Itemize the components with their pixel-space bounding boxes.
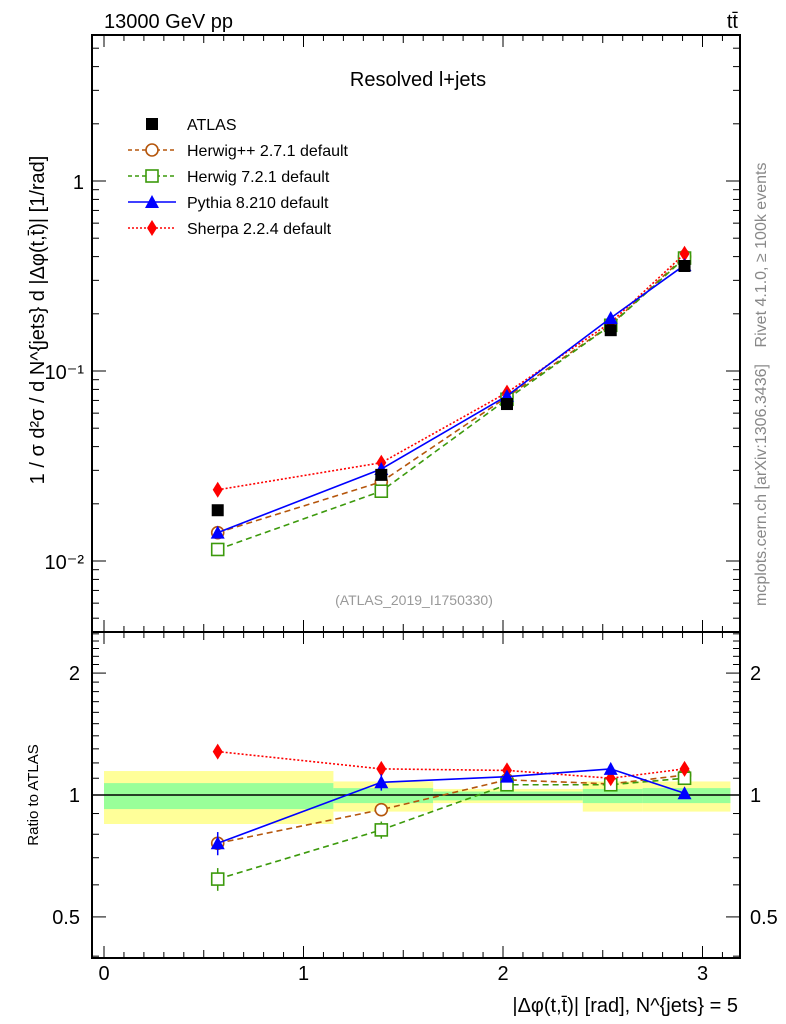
ratio-band-inner <box>104 783 334 810</box>
legend-marker-pythia <box>145 195 159 208</box>
sherpa-ratio-point <box>376 760 387 777</box>
legend-marker-herwig7 <box>145 169 159 183</box>
pythia-ratio-point <box>499 769 514 783</box>
herwig7-ratio-point <box>210 872 225 886</box>
legend-label-herwigpp: Herwig++ 2.7.1 default <box>187 143 349 160</box>
axes: 0 1 2 3 10⁻² 10⁻¹ 1 0.5 0.5 1 1 2 2 <box>45 34 778 985</box>
herwigpp-main-line <box>217 256 686 534</box>
main-y-tick-label: 1 <box>73 172 84 194</box>
atlas-main-point <box>500 398 513 411</box>
x-tick-label: 2 <box>497 963 508 985</box>
rivet-label: Rivet 4.1.0, ≥ 100k events <box>753 163 770 348</box>
sherpa-main-point <box>679 245 690 262</box>
legend-marker-herwigpp <box>145 143 159 157</box>
herwig7-main-line <box>217 257 686 551</box>
atlas-main-point <box>604 324 617 337</box>
sherpa-main-point <box>212 481 223 498</box>
legend-label-sherpa: Sherpa 2.2.4 default <box>187 221 332 238</box>
x-tick-label: 3 <box>697 963 708 985</box>
atlas-main-point <box>678 259 691 272</box>
herwigpp-ratio-point <box>374 802 389 817</box>
ratio-y-tick-label-right: 2 <box>750 663 761 685</box>
pythia-main-line <box>217 264 686 534</box>
pythia-main-point <box>210 525 225 539</box>
chart-title: Resolved l+jets <box>350 69 486 91</box>
atlas-main-point <box>211 504 224 517</box>
sherpa-ratio-line <box>217 750 685 780</box>
energy-label: 13000 GeV pp <box>104 11 233 33</box>
herwig7-main-point <box>374 484 389 499</box>
legend-label-herwig7: Herwig 7.2.1 default <box>187 169 330 186</box>
legend-marker-sherpa <box>147 220 157 236</box>
pythia-main-point <box>603 311 618 325</box>
main-y-tick-label: 10⁻² <box>45 552 85 574</box>
x-tick-label: 1 <box>298 963 309 985</box>
ratio-y-tick-label-right: 0.5 <box>750 907 778 929</box>
atlas-main-point <box>375 468 388 481</box>
ratio-y-tick-label-left: 2 <box>69 663 80 685</box>
pythia-ratio-point <box>210 836 225 850</box>
herwig7-ratio-point <box>374 823 389 837</box>
pythia-ratio-point <box>677 786 692 800</box>
x-axis-label: |Δφ(t,t̄)| [rad], N^{jets} = 5 <box>512 995 738 1017</box>
legend-label-pythia: Pythia 8.210 default <box>187 195 329 212</box>
sherpa-main-line <box>217 253 686 491</box>
ratio-y-tick-label-left: 0.5 <box>52 907 80 929</box>
ratio-y-tick-label-right: 1 <box>750 785 761 807</box>
legend-marker-atlas <box>146 118 158 130</box>
ratio-band-inner <box>582 788 643 804</box>
pythia-ratio-point <box>374 775 389 789</box>
ratio-y-tick-label-left: 1 <box>69 785 80 807</box>
sherpa-ratio-point <box>212 743 223 760</box>
pythia-ratio-point <box>603 761 618 775</box>
data-series <box>210 245 692 891</box>
herwigpp-ratio-line <box>217 774 685 845</box>
sherpa-ratio-point <box>679 760 690 777</box>
x-tick-label: 0 <box>98 963 109 985</box>
main-y-axis-label: 1 / σ d²σ / d N^{jets} d |Δφ(t,t̄)| [1/r… <box>27 156 49 485</box>
legend: ATLAS Herwig++ 2.7.1 default Herwig 7.2.1 … <box>128 117 349 238</box>
ratio-band-inner <box>433 791 583 801</box>
legend-label-atlas: ATLAS <box>187 117 237 134</box>
main-y-tick-label: 10⁻¹ <box>45 362 85 384</box>
ratio-y-axis-label: Ratio to ATLAS <box>25 744 42 845</box>
process-label: tt̄ <box>727 11 739 33</box>
analysis-annotation: (ATLAS_2019_I1750330) <box>335 592 493 608</box>
herwig7-main-point <box>210 542 225 557</box>
mcplots-label: mcplots.cern.ch [arXiv:1306.3436] <box>753 364 770 606</box>
